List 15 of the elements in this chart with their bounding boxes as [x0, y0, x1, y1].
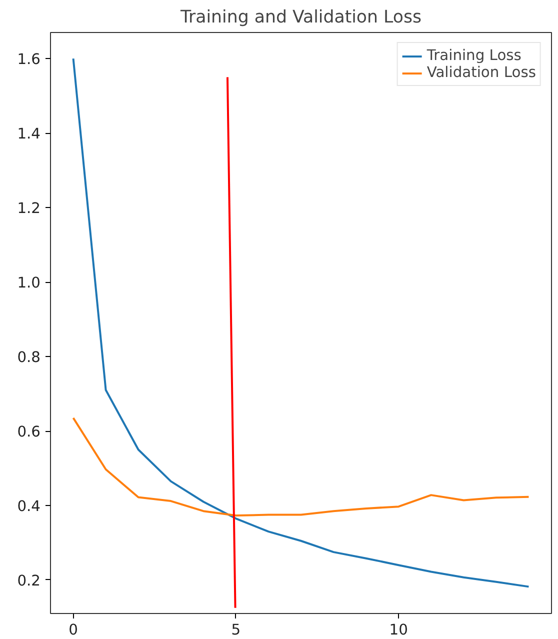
chart-title: Training and Validation Loss — [179, 8, 422, 28]
y-tick-label: 1.4 — [17, 126, 41, 143]
x-tick-label: 5 — [231, 622, 241, 638]
y-tick-label: 0.2 — [17, 572, 41, 590]
y-tick-label: 0.4 — [17, 498, 41, 515]
y-tick-label: 1.0 — [17, 274, 41, 292]
legend-label: Validation Loss — [426, 64, 536, 81]
x-tick-label: 0 — [68, 622, 78, 638]
y-tick-label: 0.6 — [17, 424, 41, 441]
y-tick-label: 0.8 — [17, 349, 41, 366]
legend-label: Training Loss — [426, 47, 522, 64]
line-series — [72, 416, 530, 517]
y-tick-label: 1.2 — [17, 200, 41, 218]
y-tick-label: 1.6 — [17, 51, 41, 68]
x-tick-label: 10 — [389, 622, 408, 638]
